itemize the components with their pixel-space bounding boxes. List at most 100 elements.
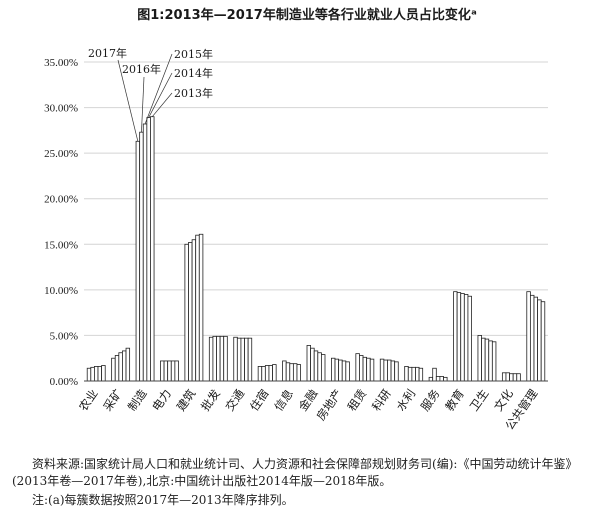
bar [529, 294, 535, 382]
bar [320, 354, 326, 382]
bar [244, 337, 249, 382]
y-tick-label: 30.00% [44, 103, 78, 115]
bar [477, 335, 482, 382]
x-tick-label: 卫生 [467, 387, 492, 414]
bar [261, 366, 266, 382]
bar [223, 335, 228, 382]
bar [264, 365, 270, 382]
x-tick-label: 房地产 [314, 387, 345, 423]
bar [526, 291, 531, 382]
bar [404, 366, 409, 382]
bar [313, 350, 319, 382]
callout-label: 2015年 [174, 47, 213, 61]
x-tick-label: 住宿 [247, 387, 272, 414]
bar [208, 336, 214, 382]
bar [114, 355, 120, 382]
bar [379, 358, 385, 382]
bar [512, 373, 518, 382]
bar [390, 360, 396, 382]
x-tick-label: 批发 [198, 386, 223, 413]
bar [97, 366, 103, 382]
bars [86, 116, 546, 382]
callout-leader [117, 59, 139, 142]
bar [167, 360, 172, 382]
bar [460, 293, 465, 382]
y-tick-label: 15.00% [44, 239, 78, 251]
x-tick-label: 教育 [442, 387, 467, 414]
bar [501, 372, 507, 382]
bar [160, 360, 165, 382]
x-tick-label: 交通 [223, 386, 248, 413]
bar [540, 301, 546, 382]
x-tick-label: 电力 [149, 387, 174, 414]
bar [146, 117, 151, 382]
bar [484, 338, 490, 382]
y-tick-label: 5.00% [50, 330, 78, 342]
bar [345, 361, 350, 382]
bar [310, 347, 315, 382]
bar [122, 350, 127, 382]
bar [509, 373, 514, 382]
bar [505, 372, 510, 382]
bar [125, 347, 131, 382]
bar [257, 366, 263, 382]
callout-label: 2014年 [174, 66, 213, 80]
x-tick-label: 科研 [369, 386, 394, 413]
x-tick-label: 建筑 [174, 386, 199, 413]
y-tick-label: 0.00% [50, 376, 78, 388]
y-tick-label: 25.00% [44, 148, 78, 160]
bar [135, 140, 141, 382]
bar [174, 360, 179, 382]
x-tick-label: 农业 [76, 387, 101, 414]
bar [488, 340, 493, 382]
bar [435, 376, 441, 382]
bar [387, 359, 392, 382]
callout-label: 2016年 [122, 62, 161, 76]
bar [188, 242, 193, 382]
x-tick-label: 采矿 [100, 387, 125, 414]
bar [90, 366, 95, 382]
y-tick-label: 10.00% [44, 285, 78, 297]
bar [247, 337, 253, 382]
bar [184, 243, 189, 382]
bar [362, 356, 368, 382]
bar [355, 353, 360, 382]
bar [415, 366, 420, 382]
bar [537, 299, 542, 382]
x-tick-label: 制造 [125, 386, 150, 413]
bar [292, 363, 298, 382]
source-note: 资料来源:国家统计局人口和就业统计司、人力资源和社会保障部规划财务司(编):《中… [12, 457, 578, 488]
y-tick-label: 35.00% [44, 57, 78, 69]
callout-leader [144, 53, 173, 125]
bar [86, 367, 92, 382]
bar [467, 295, 472, 382]
callout-leader [151, 92, 173, 117]
bar [240, 337, 245, 382]
bar [439, 376, 444, 382]
bar [456, 292, 462, 382]
bar [282, 360, 287, 382]
gridlines [84, 61, 548, 336]
bar [453, 291, 458, 382]
bar [296, 364, 301, 382]
bar [268, 365, 273, 382]
bar [236, 337, 242, 382]
callout-label: 2013年 [174, 86, 213, 100]
x-tick-label: 水利 [393, 387, 418, 414]
bar [338, 359, 343, 382]
bar [111, 357, 116, 382]
bar [94, 366, 99, 382]
bar [170, 360, 176, 382]
bar [334, 358, 340, 382]
bar [533, 296, 538, 382]
bar [481, 337, 486, 382]
series-callouts: 2017年 2016年 2015年 2014年 2013年 [88, 46, 213, 142]
bar [432, 367, 437, 382]
bar [306, 345, 311, 382]
x-tick-label: 租赁 [345, 387, 370, 414]
bar [163, 360, 169, 382]
bar [428, 376, 434, 382]
bar [195, 234, 200, 382]
bar [341, 360, 347, 382]
